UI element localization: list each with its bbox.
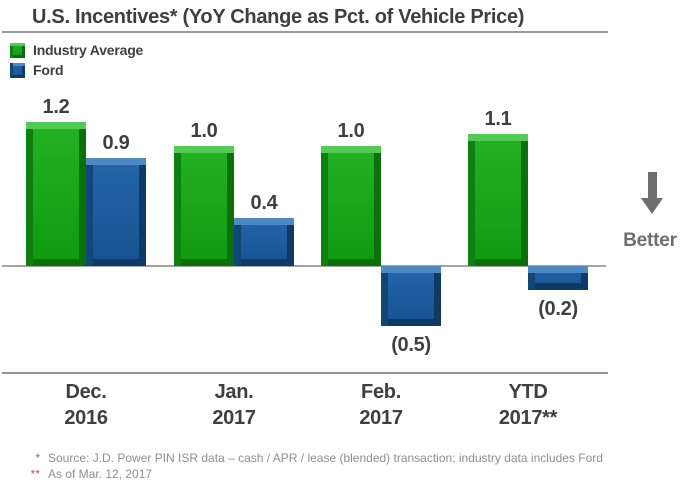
legend-item-industry-average: Industry Average: [10, 40, 143, 60]
industry-average-swatch-icon: [10, 42, 25, 58]
industry-average-value-label-dec-2016: 1.2: [42, 96, 70, 118]
footnote-marker: *: [35, 451, 40, 465]
category-label-dec-2016: Dec. 2016: [16, 379, 156, 431]
ford-bar-dec-2016: [86, 158, 146, 266]
footnote-marker: **: [30, 467, 40, 481]
ford-value-label-feb-2017: (0.5): [391, 334, 431, 356]
industry-average-value-label-jan-2017: 1.0: [190, 120, 218, 142]
footnote-asof: ** As of Mar. 12, 2017: [22, 466, 603, 482]
ford-bar-jan-2017: [234, 218, 294, 266]
industry-average-value-label-feb-2017: 1.0: [337, 120, 365, 142]
zero-axis-line: [2, 265, 606, 267]
down-arrow-icon: [641, 198, 663, 214]
category-label-ytd-2017: YTD 2017**: [458, 379, 598, 431]
page-title: U.S. Incentives* (YoY Change as Pct. of …: [32, 6, 525, 28]
category-label-line2: 2016: [64, 407, 108, 429]
down-arrow-icon: [648, 172, 657, 198]
better-label: Better: [623, 230, 677, 251]
category-label-line1: Dec.: [65, 381, 107, 403]
ford-bar-feb-2017: [381, 266, 441, 326]
category-label-line2: 2017**: [498, 407, 558, 429]
ford-value-label-jan-2017: 0.4: [250, 192, 278, 214]
industry-average-bar-dec-2016: [26, 122, 86, 266]
title-underline: [2, 31, 608, 33]
category-label-feb-2017: Feb. 2017: [311, 379, 451, 431]
category-label-line2: 2017: [212, 407, 256, 429]
category-label-line2: 2017: [359, 407, 403, 429]
ford-bar-ytd-2017: [528, 266, 588, 290]
industry-average-value-label-ytd-2017: 1.1: [484, 108, 512, 130]
footnote-text: Source: J.D. Power PIN ISR data – cash /…: [48, 451, 603, 465]
category-label-jan-2017: Jan. 2017: [164, 379, 304, 431]
category-label-line1: YTD: [508, 381, 548, 403]
category-label-line1: Jan.: [214, 381, 254, 403]
category-label-line1: Feb.: [361, 381, 401, 403]
category-axis-line: [2, 372, 608, 374]
ford-swatch-icon: [10, 62, 25, 78]
footnote-source: * Source: J.D. Power PIN ISR data – cash…: [22, 450, 603, 466]
legend-item-ford: Ford: [10, 60, 143, 80]
footnotes: * Source: J.D. Power PIN ISR data – cash…: [22, 450, 603, 482]
legend: Industry Average Ford: [10, 40, 143, 80]
footnote-text: As of Mar. 12, 2017: [48, 467, 153, 481]
industry-average-bar-feb-2017: [321, 146, 381, 266]
legend-label: Industry Average: [33, 42, 144, 58]
legend-label: Ford: [33, 62, 64, 78]
ford-value-label-ytd-2017: (0.2): [538, 298, 578, 320]
industry-average-bar-jan-2017: [174, 146, 234, 266]
ford-value-label-dec-2016: 0.9: [102, 132, 130, 154]
industry-average-bar-ytd-2017: [468, 134, 528, 266]
